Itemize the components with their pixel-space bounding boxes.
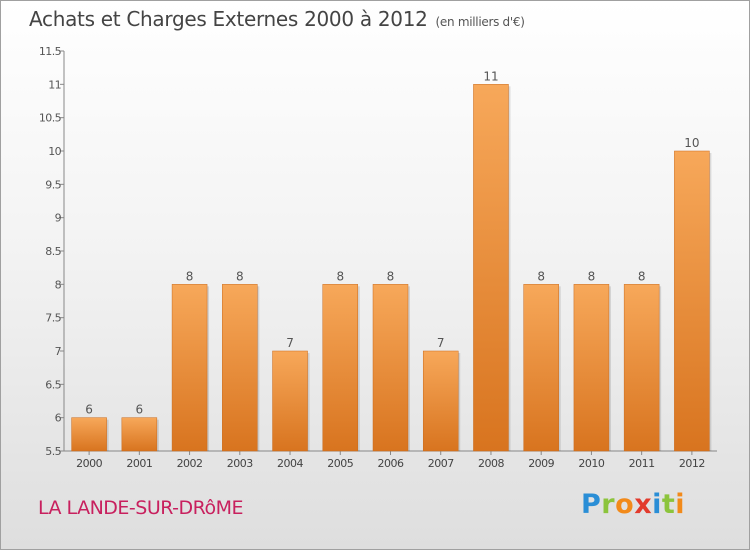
x-tick-label: 2001 xyxy=(126,457,152,470)
logo-letter: o xyxy=(615,489,635,520)
y-tick-label: 10.5 xyxy=(39,112,62,125)
x-tick-label: 2000 xyxy=(76,457,102,470)
bar-value-label: 10 xyxy=(684,136,699,150)
bar-2007 xyxy=(422,350,459,452)
chart-bars xyxy=(71,84,712,452)
commune-name: LA LANDE-SUR-DRôME xyxy=(38,497,244,519)
x-tick-label: 2007 xyxy=(428,457,454,470)
bar-value-label: 7 xyxy=(286,336,294,350)
bar-2002 xyxy=(171,284,208,452)
x-tick-label: 2004 xyxy=(277,457,303,470)
chart-title: Achats et Charges Externes 2000 à 2012 (e… xyxy=(29,7,525,31)
logo-letter: x xyxy=(634,489,653,520)
bar-2004 xyxy=(272,350,308,452)
bar-value-label: 11 xyxy=(483,69,498,83)
logo-letter: i xyxy=(652,489,662,520)
y-tick-label: 6 xyxy=(55,412,62,425)
bar-value-label: 8 xyxy=(336,269,344,283)
bar-value-label: 8 xyxy=(236,269,244,283)
chart-subtitle: (en milliers d'€) xyxy=(435,15,525,29)
bar-2003 xyxy=(222,284,258,452)
y-tick-label: 8 xyxy=(55,278,62,291)
bar-value-label: 6 xyxy=(85,403,93,417)
y-tick-label: 9.5 xyxy=(45,178,61,191)
bar-value-label: 8 xyxy=(387,269,395,283)
bar-value-label: 8 xyxy=(588,269,596,283)
bar-2000 xyxy=(71,417,107,452)
logo-letter: i xyxy=(675,489,686,520)
bar-2006 xyxy=(372,284,409,452)
bar-2010 xyxy=(573,284,610,452)
x-tick-label: 2005 xyxy=(327,457,353,470)
x-tick-label: 2003 xyxy=(227,457,253,470)
y-tick-label: 5.5 xyxy=(45,445,61,458)
bar-2005 xyxy=(322,284,359,452)
bar-value-label: 8 xyxy=(537,269,545,283)
y-tick-label: 7 xyxy=(55,345,62,358)
x-tick-label: 2009 xyxy=(528,457,554,470)
x-tick-label: 2006 xyxy=(378,457,404,470)
y-tick-label: 11 xyxy=(48,78,61,91)
x-tick-label: 2008 xyxy=(478,457,504,470)
y-tick-label: 9 xyxy=(55,212,62,225)
x-tick-label: 2012 xyxy=(679,457,705,470)
bar-value-label: 8 xyxy=(186,269,194,283)
chart-title-text: Achats et Charges Externes 2000 à 2012 xyxy=(29,7,428,31)
bar-2008 xyxy=(473,84,509,452)
bar-value-label: 7 xyxy=(437,336,445,350)
logo-letter: r xyxy=(601,489,616,520)
y-tick-label: 11.5 xyxy=(39,45,62,58)
proxiti-logo: Proxiti xyxy=(581,489,685,520)
x-tick-label: 2010 xyxy=(578,457,604,470)
bar-value-label: 6 xyxy=(136,403,144,417)
y-tick-label: 6.5 xyxy=(45,378,61,391)
y-tick-label: 8.5 xyxy=(45,245,61,258)
bar-2001 xyxy=(121,417,158,452)
y-tick-label: 7.5 xyxy=(45,312,61,325)
logo-letter: P xyxy=(581,489,602,520)
bar-value-label: 8 xyxy=(638,269,646,283)
x-tick-label: 2011 xyxy=(629,457,655,470)
bar-2009 xyxy=(523,284,559,452)
x-tick-label: 2002 xyxy=(177,457,203,470)
bar-2012 xyxy=(674,150,710,452)
bar-2011 xyxy=(623,284,660,452)
y-tick-label: 10 xyxy=(48,145,61,158)
logo-letter: t xyxy=(661,489,676,520)
chart-labels: 5.5 6 6.5 7 7.5 8 8.5 9 9.5 10 10.5 11 11.5 2000 6 2001… xyxy=(39,45,705,470)
